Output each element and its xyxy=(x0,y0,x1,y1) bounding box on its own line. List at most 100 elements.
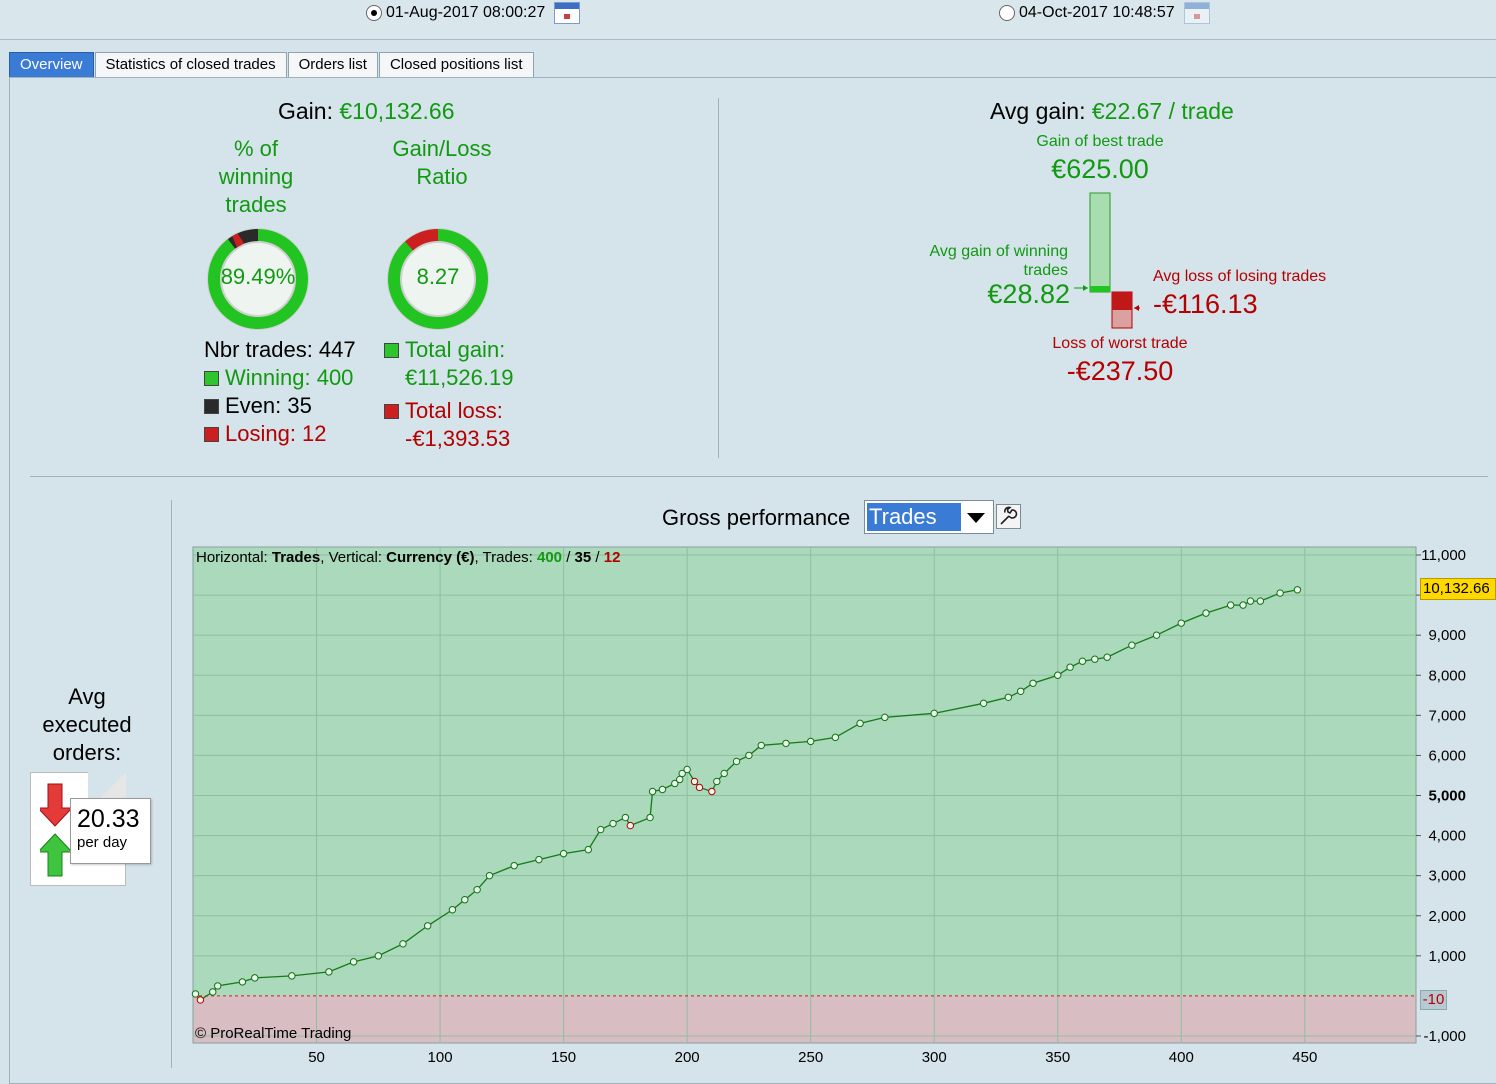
tab-closed-positions[interactable]: Closed positions list xyxy=(378,52,534,77)
trade-point xyxy=(1103,653,1111,661)
sell-buy-arrows-icon xyxy=(40,783,74,877)
x-tick-label: 300 xyxy=(922,1049,947,1066)
trade-point xyxy=(559,849,568,858)
orders-per-day-value: 20.33 xyxy=(77,805,140,833)
avg-win-label: Avg gain of winning trades xyxy=(929,243,1068,279)
calendar-icon[interactable] xyxy=(1183,2,1210,24)
total-loss-swatch xyxy=(384,404,399,419)
x-tick-label: 150 xyxy=(551,1049,576,1066)
trade-point xyxy=(708,787,716,796)
x-tick-label: 450 xyxy=(1292,1049,1317,1066)
total-gain-value: €10,132.66 xyxy=(339,98,455,124)
trade-point xyxy=(535,855,543,864)
y-tick-label: 3,000 xyxy=(1428,868,1466,885)
x-tick-label: 250 xyxy=(798,1049,823,1066)
trade-point xyxy=(1016,687,1025,695)
avg-gain-value: €22.67 / trade xyxy=(1091,98,1234,124)
trade-point xyxy=(325,968,333,976)
y-tick-label: -1,000 xyxy=(1423,1028,1466,1045)
tab-overview[interactable]: Overview xyxy=(9,52,94,77)
start-date-text: 01-Aug-2017 08:00:27 xyxy=(386,4,546,21)
total-gain-heading: Gain: €10,132.66 xyxy=(278,98,455,124)
performance-mode-select[interactable]: Trades xyxy=(864,500,994,534)
trade-point xyxy=(1276,589,1284,597)
trade-point xyxy=(732,757,741,766)
chart-header: Horizontal: Trades, Vertical: Currency (… xyxy=(196,549,621,566)
negative-area xyxy=(193,995,1416,1043)
winning-swatch xyxy=(204,371,219,386)
trade-point xyxy=(1152,631,1161,639)
end-date-radio[interactable] xyxy=(999,5,1015,21)
tab-statistics[interactable]: Statistics of closed trades xyxy=(94,52,287,77)
trade-range-bars xyxy=(1074,192,1140,329)
trade-point xyxy=(782,739,790,748)
trade-point xyxy=(349,958,358,966)
trade-point xyxy=(856,719,864,728)
trade-point xyxy=(399,940,407,948)
header-winning-count: 400 xyxy=(537,549,563,566)
avg-loss-label: Avg loss of losing trades xyxy=(1153,268,1327,285)
y-tick-label: 4,000 xyxy=(1428,828,1466,845)
chevron-down-icon[interactable] xyxy=(967,513,985,523)
end-date-option[interactable]: 04-Oct-2017 10:48:57 xyxy=(999,2,1210,24)
x-tick-label: 400 xyxy=(1169,1049,1194,1066)
avg-gain-heading: Avg gain: €22.67 / trade xyxy=(990,98,1234,124)
trade-point xyxy=(1091,655,1099,663)
total-gain-block: Total gain: €11,526.19 xyxy=(384,336,513,392)
losing-count: Losing: 12 xyxy=(204,420,356,448)
trade-point xyxy=(214,982,222,990)
end-date-text: 04-Oct-2017 10:48:57 xyxy=(1019,4,1175,21)
horizontal-axis-value: Trades xyxy=(271,549,321,566)
nbr-trades: Nbr trades: 447 xyxy=(204,337,356,362)
trade-point xyxy=(609,819,617,828)
trade-point xyxy=(461,896,469,904)
trade-counts: Nbr trades: 447 Winning: 400 Even: 35 Lo… xyxy=(204,336,356,448)
vertical-axis-value: Currency (€) xyxy=(386,549,475,566)
orders-per-day-box: 20.33 per day xyxy=(70,798,151,864)
trade-point xyxy=(831,733,840,742)
divider xyxy=(718,98,719,458)
total-gain-amount: €11,526.19 xyxy=(405,365,514,390)
winning-pct-value: 89.49% xyxy=(220,264,296,289)
trade-point xyxy=(196,996,205,1004)
trade-point xyxy=(473,885,481,894)
current-value-tag: 10,132.66 xyxy=(1420,578,1496,600)
start-date-radio[interactable] xyxy=(366,5,382,21)
losing-swatch xyxy=(204,427,219,442)
trade-point xyxy=(1004,693,1013,701)
trade-point xyxy=(1246,597,1255,605)
trade-point xyxy=(671,779,679,788)
zero-line-tag: -10 xyxy=(1420,990,1447,1010)
y-tick-label: 9,000 xyxy=(1428,627,1466,644)
trade-point xyxy=(757,741,765,750)
settings-wrench-button[interactable] xyxy=(996,504,1021,529)
y-tick-label: 1,000 xyxy=(1428,948,1466,965)
y-tick-label: 8,000 xyxy=(1428,667,1466,684)
trade-point xyxy=(191,990,200,998)
trade-point xyxy=(676,775,684,784)
start-date-option[interactable]: 01-Aug-2017 08:00:27 xyxy=(366,2,581,24)
x-tick-label: 350 xyxy=(1045,1049,1070,1066)
trade-point xyxy=(626,821,635,830)
divider xyxy=(30,476,1488,477)
trade-point xyxy=(584,845,593,854)
trade-point xyxy=(1202,609,1210,617)
trade-point xyxy=(678,769,686,778)
gain-loss-ratio-donut xyxy=(387,228,489,330)
even-swatch xyxy=(204,399,219,414)
calendar-icon[interactable] xyxy=(554,2,581,24)
y-tick-label: 7,000 xyxy=(1428,707,1466,724)
trade-point xyxy=(690,777,699,786)
trade-point xyxy=(881,713,889,722)
trade-point xyxy=(1256,597,1265,605)
tab-bar: Overview Statistics of closed trades Ord… xyxy=(9,52,535,77)
y-tick-label: 11,000 xyxy=(1421,547,1466,564)
tab-orders-list[interactable]: Orders list xyxy=(287,52,378,77)
x-tick-label: 200 xyxy=(675,1049,700,1066)
divider xyxy=(171,500,172,1068)
trade-point xyxy=(1226,601,1235,609)
trade-point xyxy=(806,737,815,746)
trade-point xyxy=(374,952,383,960)
y-tick-label: 5,000 xyxy=(1428,788,1466,805)
trade-point xyxy=(1054,671,1062,679)
